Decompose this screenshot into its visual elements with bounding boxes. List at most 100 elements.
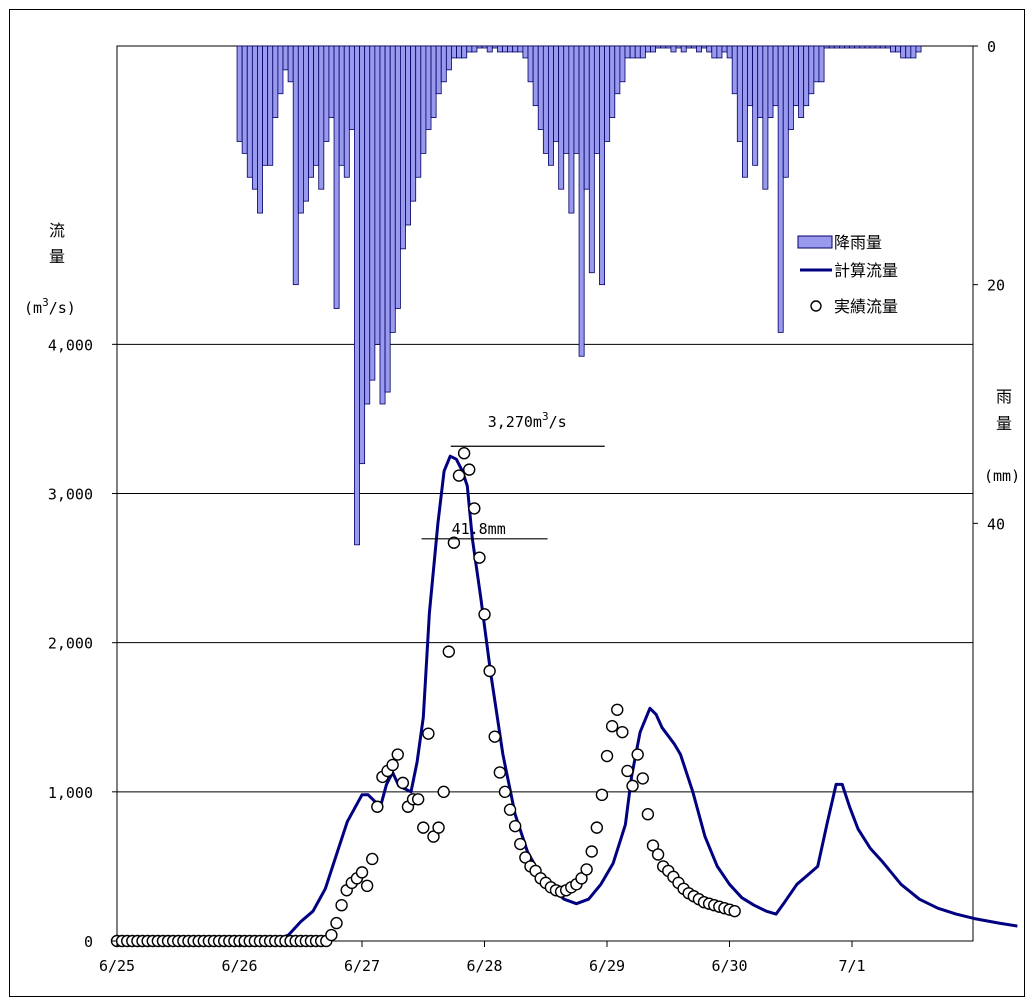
rain-bar	[670, 45, 677, 53]
left-axis-title-char-2: 量	[49, 247, 65, 266]
rain-bar	[440, 45, 447, 83]
rain-bar	[512, 45, 519, 53]
rain-bar	[588, 45, 595, 274]
right-axis-title-char-1: 雨	[996, 387, 1012, 406]
rain-bar	[384, 45, 391, 393]
rain-bar	[721, 45, 728, 53]
observed-flow-marker	[514, 837, 527, 851]
right-tick-label: 0	[987, 38, 996, 56]
rain-bar	[323, 45, 330, 142]
rain-bar	[900, 45, 907, 59]
observed-flow-marker	[442, 645, 455, 658]
rain-bar	[338, 45, 345, 166]
rain-bar	[833, 45, 840, 49]
rain-bar	[241, 45, 248, 154]
rain-bar	[685, 45, 692, 49]
rain-bar	[354, 45, 360, 546]
rain-bar	[343, 45, 350, 178]
rain-bar	[303, 45, 309, 202]
rain-bar	[701, 45, 708, 49]
rain-bar	[767, 45, 774, 118]
legend-label-rain: 降雨量	[834, 233, 882, 252]
rain-bar	[890, 45, 896, 53]
rain-bar	[435, 45, 442, 95]
rain-bar	[272, 45, 279, 118]
rain-bar	[614, 45, 621, 95]
rain-bar	[348, 45, 355, 130]
left-tick-label: 0	[84, 933, 93, 951]
rain-bar	[665, 45, 672, 49]
observed-flow-marker	[463, 463, 476, 476]
observed-flow-marker	[605, 720, 619, 733]
rain-bar	[680, 45, 687, 53]
rain-bar	[798, 45, 805, 118]
rain-bar	[507, 45, 514, 53]
rain-bar	[634, 45, 641, 59]
observed-flow-marker	[600, 749, 614, 763]
rain-bar	[793, 45, 799, 107]
observed-flow-marker	[498, 785, 512, 799]
rain-bar	[568, 45, 575, 214]
rain-bar	[466, 45, 473, 53]
rain-bar	[262, 45, 269, 166]
observed-flow-marker	[611, 703, 624, 716]
rain-bar	[828, 45, 835, 49]
observed-flow-marker	[626, 779, 639, 793]
rain-bar	[583, 45, 590, 190]
rain-bar	[410, 45, 417, 202]
rain-bar	[604, 45, 611, 142]
rain-bar	[251, 45, 258, 190]
observed-flow-marker	[483, 664, 496, 678]
rain-bar	[522, 45, 529, 59]
legend-label-calc: 計算流量	[834, 261, 898, 280]
rain-bar	[425, 45, 432, 130]
rain-bar	[690, 45, 697, 49]
calculated-flow-line	[117, 454, 1018, 943]
rain-bar	[563, 45, 570, 154]
rain-bar	[548, 45, 554, 166]
rain-bar	[542, 45, 549, 154]
left-axis-unit: (m3/s)	[24, 296, 76, 317]
observed-flow-marker	[631, 748, 644, 761]
rain-bar	[527, 45, 534, 83]
left-tick-label: 4,000	[48, 336, 93, 354]
legend-swatch-rain	[797, 235, 833, 249]
observed-flow-marker	[457, 447, 471, 460]
rain-bar	[854, 45, 861, 49]
rain-bar	[910, 45, 917, 59]
rain-bar	[849, 45, 856, 49]
rain-bar	[787, 45, 794, 130]
rain-bar	[246, 45, 253, 178]
rain-bar	[502, 45, 508, 53]
rain-bar	[884, 45, 891, 49]
observed-flow-marker	[580, 863, 593, 876]
rain-bar	[313, 45, 320, 166]
rain-bar	[731, 45, 738, 95]
observed-flow-marker	[488, 730, 501, 743]
rain-bar	[267, 45, 274, 166]
rain-bar	[736, 45, 743, 142]
rain-bar	[757, 45, 764, 118]
legend-label-observed: 実績流量	[834, 297, 898, 316]
rain-bar	[895, 45, 902, 53]
observed-flow-marker	[396, 776, 410, 790]
rain-bar	[609, 45, 616, 118]
rain-bar	[823, 45, 830, 49]
x-tick-label: 6/28	[466, 957, 502, 975]
rain-bar	[282, 45, 289, 71]
rain-bar	[364, 45, 371, 405]
rain-bar	[328, 45, 335, 118]
rain-bar	[461, 45, 468, 59]
right-axis-unit: (mm)	[984, 467, 1020, 485]
rain-bar	[491, 45, 498, 49]
left-axis-title-char-1: 流	[49, 221, 65, 240]
rain-bar	[496, 45, 503, 53]
rain-peak-label: 41.8mm	[452, 520, 506, 538]
rain-bar	[420, 45, 427, 154]
observed-flow-marker	[366, 852, 379, 866]
chart-frame	[9, 9, 1025, 997]
rain-bar	[716, 45, 723, 59]
observed-flow-marker	[590, 821, 604, 834]
rain-bar	[553, 45, 560, 142]
